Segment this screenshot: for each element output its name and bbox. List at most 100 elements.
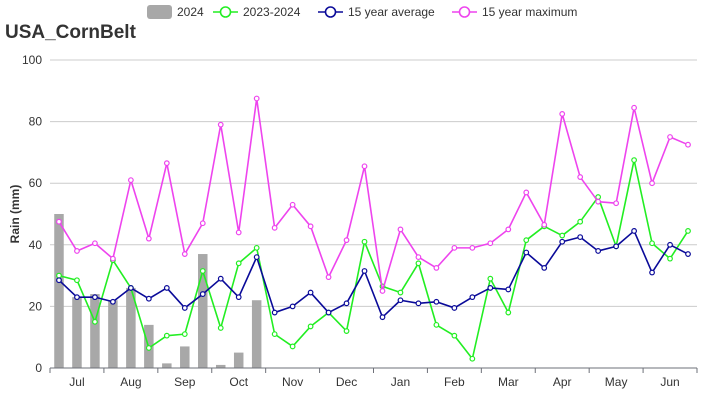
x-tick-label: May	[605, 375, 628, 389]
legend-item[interactable]: 15 year maximum	[452, 5, 577, 19]
bar-2024	[72, 297, 82, 368]
series-point	[92, 240, 98, 247]
series-point	[505, 226, 512, 233]
legend-item[interactable]: 2023-2024	[213, 5, 301, 19]
series-point	[307, 223, 314, 230]
series-point	[217, 121, 224, 128]
series-point	[235, 294, 242, 301]
series-point	[559, 110, 566, 117]
series-point	[361, 268, 368, 274]
x-tick-label: Feb	[444, 375, 465, 389]
chart-title: USA_CornBelt	[5, 22, 137, 43]
series-point	[289, 303, 296, 310]
series-point	[397, 226, 404, 233]
series-point	[433, 265, 440, 271]
legend: 2024 2023-2024 15 year average 15 year maxi…	[147, 5, 577, 19]
series-point	[235, 260, 242, 267]
series-point	[56, 277, 62, 284]
series-point	[271, 224, 278, 231]
series-point	[631, 157, 637, 164]
series-point	[595, 198, 602, 205]
series-1	[56, 228, 691, 321]
series-point	[56, 218, 62, 225]
series-point	[343, 237, 350, 244]
legend-swatch-marker	[458, 6, 471, 18]
bar-2024	[198, 254, 208, 368]
series-point	[577, 218, 584, 225]
y-tick-label: 100	[22, 53, 42, 67]
series-point	[451, 244, 458, 251]
series-point	[199, 268, 206, 274]
series-point	[523, 249, 530, 256]
series-point	[469, 244, 476, 251]
series-point	[289, 201, 296, 208]
legend-swatch-marker	[219, 6, 232, 18]
series-point	[325, 309, 332, 316]
x-tick-label: Apr	[553, 375, 572, 389]
series-point	[397, 297, 404, 304]
series-point	[343, 328, 350, 334]
series-point	[397, 289, 404, 296]
series-point	[433, 321, 440, 328]
series-point	[361, 238, 368, 245]
series-point	[433, 298, 440, 305]
bar-2024	[126, 287, 136, 368]
series-point	[307, 289, 314, 296]
series-point	[127, 177, 134, 184]
x-axis: Jul Aug Sep Oct Nov Dec Jan Feb Mar Apr May Jun	[49, 367, 698, 389]
series-point	[74, 277, 80, 284]
series-point	[649, 240, 655, 247]
bar-2024	[251, 300, 262, 368]
series-point	[667, 255, 673, 262]
series-point	[469, 355, 476, 362]
bar-2024	[90, 294, 100, 368]
series-point	[217, 325, 224, 331]
series-point	[415, 260, 422, 267]
series-point	[487, 285, 494, 291]
legend-label: 15 year maximum	[482, 5, 577, 19]
y-axis-ticks: 0 20 40 60 80 100	[22, 53, 42, 375]
legend-swatch	[147, 5, 172, 19]
bar-2024	[233, 352, 244, 368]
series-point	[253, 254, 260, 261]
series-point	[145, 345, 152, 351]
series-point	[523, 189, 530, 196]
y-axis-label: Rain (mm)	[8, 185, 22, 244]
series-point	[667, 134, 673, 140]
bar-2024	[215, 364, 226, 368]
series-point	[74, 294, 80, 301]
series-point	[74, 248, 80, 254]
series-point	[253, 244, 260, 251]
series-point	[541, 221, 548, 228]
series-point	[631, 104, 637, 111]
series-point	[217, 275, 224, 282]
series-point	[56, 272, 62, 279]
x-tick-label: Oct	[229, 375, 248, 389]
y-tick-label: 0	[35, 361, 42, 375]
legend-item[interactable]: 2024	[147, 5, 204, 19]
series-point	[181, 251, 188, 257]
series-point	[685, 228, 691, 234]
series-point	[685, 251, 691, 257]
y-tick-label: 60	[29, 176, 43, 190]
y-tick-label: 20	[29, 299, 43, 313]
legend-item[interactable]: 15 year average	[318, 5, 435, 19]
series-point	[92, 318, 98, 325]
x-tick-label: Mar	[498, 375, 519, 389]
series-point	[110, 298, 116, 305]
series-point	[145, 295, 152, 302]
bar-2024	[54, 214, 64, 368]
series-point	[415, 254, 422, 261]
series-point	[613, 243, 620, 250]
series-point	[415, 300, 422, 307]
series-point	[649, 269, 655, 276]
gridlines	[50, 59, 697, 307]
series-point	[613, 200, 620, 207]
x-tick-label: Jun	[660, 375, 679, 389]
series-point	[451, 332, 458, 339]
series-point	[199, 220, 206, 227]
series-point	[631, 228, 637, 234]
series-point	[577, 174, 584, 180]
series-point	[145, 235, 152, 242]
